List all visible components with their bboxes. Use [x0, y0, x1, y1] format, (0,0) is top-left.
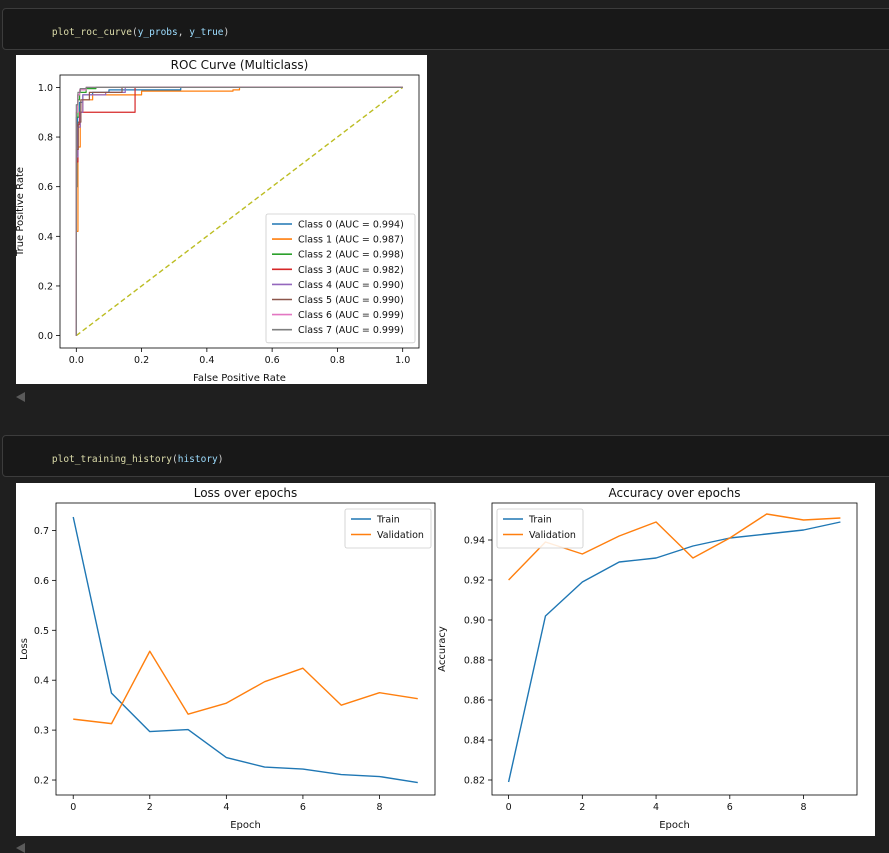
- x-tick-label: 6: [727, 802, 733, 813]
- code-cell-history[interactable]: plot_training_history(history): [2, 435, 889, 477]
- y-tick-label: 0.8: [38, 133, 53, 144]
- function-name: plot_training_history: [51, 454, 172, 465]
- y-tick-label: 0.4: [34, 676, 49, 687]
- y-tick-label: 0.5: [34, 626, 49, 637]
- diagonal-reference-line: [75, 86, 404, 337]
- x-tick-label: 0.8: [330, 355, 345, 366]
- series-line-class-5-auc-0-990: [75, 86, 403, 336]
- y-tick-label: 0.84: [464, 736, 485, 747]
- legend-label: Class 6 (AUC = 0.999): [298, 310, 404, 321]
- series-line-train: [72, 516, 418, 784]
- code-cell-roc[interactable]: plot_roc_curve(y_probs, y_true): [2, 8, 889, 50]
- legend-label: Class 4 (AUC = 0.990): [298, 280, 404, 291]
- legend: Class 0 (AUC = 0.994) Class 1 (AUC = 0.98…: [265, 213, 416, 344]
- plot-frame: [491, 502, 858, 796]
- x-tick-label: 4: [653, 802, 659, 813]
- roc-output-image: ROC Curve (Multiclass) False Positive Rat…: [15, 55, 427, 384]
- legend-label: Validation: [377, 530, 424, 541]
- argument-separator: ,: [177, 27, 190, 38]
- y-tick-label: 0.88: [464, 656, 485, 667]
- series-line-class-4-auc-0-990: [75, 86, 403, 336]
- x-tick-label: 8: [801, 802, 807, 813]
- plot-frame: [59, 74, 420, 349]
- argument: y_true: [189, 27, 224, 38]
- x-tick-label: 2: [579, 802, 585, 813]
- legend-label: Class 1 (AUC = 0.987): [298, 235, 404, 246]
- open-paren: (: [131, 27, 138, 38]
- x-tick-label: 0.6: [265, 355, 280, 366]
- series-line-class-7-auc-0-999: [75, 86, 403, 336]
- y-tick-label: 0.2: [34, 776, 49, 787]
- argument: y_probs: [137, 27, 178, 38]
- loss-plot: Loss over epochs Epoch Loss 0 2 4 6 8 0.2 0.3 0.4 0…: [19, 486, 436, 831]
- close-paren: ): [223, 27, 230, 38]
- y-tick-label: 0.90: [464, 616, 485, 627]
- y-tick-label: 0.92: [464, 576, 485, 587]
- chart-title: Loss over epochs: [194, 486, 298, 500]
- history-output-image: Loss over epochs Epoch Loss 0 2 4 6 8 0.2 0.3 0.4 0…: [16, 483, 875, 836]
- legend-box: [265, 213, 416, 344]
- x-tick-label: 0.2: [134, 355, 149, 366]
- x-tick-label: 0.4: [199, 355, 214, 366]
- x-tick-label: 1.0: [395, 355, 410, 366]
- y-tick-label: 0.2: [38, 281, 53, 292]
- legend-label: Class 3 (AUC = 0.982): [298, 265, 404, 276]
- y-tick-label: 0.7: [34, 526, 49, 537]
- y-tick-label: 0.6: [38, 182, 53, 193]
- x-tick-label: 4: [223, 802, 229, 813]
- y-tick-label: 1.0: [38, 83, 53, 94]
- history-charts: Loss over epochs Epoch Loss 0 2 4 6 8 0.2 0.3 0.4 0…: [19, 486, 858, 831]
- open-paren: (: [172, 454, 178, 465]
- x-axis-label: Epoch: [659, 820, 690, 831]
- series-line-validation: [73, 650, 418, 725]
- y-tick-label: 0.0: [38, 331, 53, 342]
- code-line-roc[interactable]: plot_roc_curve(y_probs, y_true): [29, 16, 229, 49]
- function-name: plot_roc_curve: [51, 27, 132, 38]
- collapse-output-icon[interactable]: [16, 843, 25, 853]
- x-tick-label: 2: [147, 802, 153, 813]
- x-axis-label: False Positive Rate: [193, 373, 286, 384]
- series-line-class-1-auc-0-987: [75, 86, 403, 336]
- roc-plot: ROC Curve (Multiclass) False Positive Rat…: [15, 58, 420, 384]
- x-tick-label: 0: [506, 802, 512, 813]
- x-tick-label: 8: [376, 802, 382, 813]
- accuracy-plot: Accuracy over epochs Epoch Accuracy 0 2 4 6 8 0.…: [437, 486, 858, 831]
- legend-label: Validation: [529, 530, 576, 541]
- collapse-output-icon[interactable]: [16, 392, 25, 402]
- legend-label: Class 0 (AUC = 0.994): [298, 220, 404, 231]
- legend-label: Class 7 (AUC = 0.999): [298, 325, 404, 336]
- y-tick-label: 0.94: [464, 536, 485, 547]
- close-paren: ): [217, 454, 224, 465]
- legend-label: Class 2 (AUC = 0.998): [298, 250, 404, 261]
- y-tick-label: 0.86: [464, 696, 485, 707]
- chart-title: ROC Curve (Multiclass): [171, 58, 309, 72]
- x-tick-label: 0.0: [69, 355, 84, 366]
- legend-label: Class 5 (AUC = 0.990): [298, 295, 404, 306]
- y-tick-label: 0.6: [34, 576, 49, 587]
- y-tick-label: 0.3: [34, 726, 49, 737]
- legend: Train Validation: [344, 508, 432, 549]
- legend: Train Validation: [496, 508, 584, 549]
- roc-chart: ROC Curve (Multiclass) False Positive Rat…: [15, 58, 420, 384]
- y-axis-label: Accuracy: [437, 626, 448, 672]
- code-line-history[interactable]: plot_training_history(history): [29, 443, 224, 476]
- y-tick-label: 0.82: [464, 776, 485, 787]
- legend-label: Train: [376, 515, 400, 526]
- x-tick-label: 0: [70, 802, 76, 813]
- x-tick-label: 6: [300, 802, 306, 813]
- y-axis-label: True Positive Rate: [16, 167, 26, 257]
- x-axis-label: Epoch: [230, 820, 261, 831]
- y-tick-label: 0.4: [38, 232, 53, 243]
- argument: history: [177, 454, 218, 465]
- y-axis-label: Loss: [19, 638, 30, 660]
- legend-label: Train: [528, 515, 552, 526]
- plot-frame: [55, 502, 436, 796]
- series-line-train: [507, 521, 841, 783]
- chart-title: Accuracy over epochs: [609, 486, 741, 500]
